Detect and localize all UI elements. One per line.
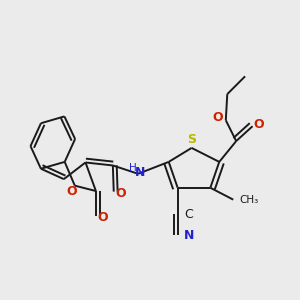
Text: CH₃: CH₃ — [240, 195, 259, 205]
Text: S: S — [187, 133, 196, 146]
Text: C: C — [184, 208, 193, 221]
Text: N: N — [135, 166, 146, 179]
Text: O: O — [97, 211, 108, 224]
Text: H: H — [130, 164, 137, 173]
Text: N: N — [184, 229, 195, 242]
Text: O: O — [66, 185, 76, 198]
Text: O: O — [212, 111, 223, 124]
Text: O: O — [115, 187, 126, 200]
Text: O: O — [253, 118, 264, 131]
